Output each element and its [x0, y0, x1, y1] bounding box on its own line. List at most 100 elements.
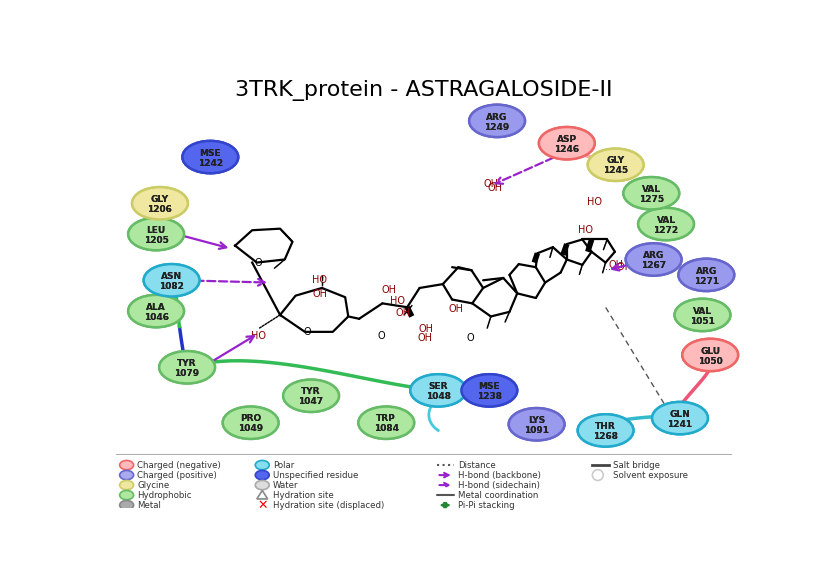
Ellipse shape: [509, 408, 565, 440]
Text: MSE: MSE: [479, 382, 500, 391]
Ellipse shape: [128, 218, 184, 250]
Text: VAL: VAL: [657, 216, 676, 225]
Text: THR: THR: [595, 422, 616, 431]
Ellipse shape: [256, 480, 270, 490]
Text: Hydrophobic: Hydrophobic: [137, 490, 192, 500]
Text: 1275: 1275: [638, 195, 664, 204]
Text: 1268: 1268: [593, 432, 618, 441]
Text: 1242: 1242: [198, 159, 223, 168]
Text: O: O: [377, 331, 385, 341]
Text: 1271: 1271: [694, 276, 719, 286]
Ellipse shape: [469, 104, 525, 137]
Ellipse shape: [410, 374, 466, 407]
Text: SER: SER: [428, 382, 448, 391]
Ellipse shape: [183, 141, 238, 173]
Text: 1079: 1079: [174, 369, 199, 378]
Ellipse shape: [132, 187, 188, 219]
Text: GLU: GLU: [700, 347, 720, 356]
Ellipse shape: [144, 264, 199, 296]
Text: VAL: VAL: [642, 185, 661, 194]
Ellipse shape: [682, 339, 739, 371]
Ellipse shape: [120, 460, 134, 470]
Ellipse shape: [159, 351, 215, 384]
Text: OH: OH: [418, 324, 433, 334]
Text: ARG: ARG: [486, 112, 508, 122]
Ellipse shape: [120, 490, 134, 500]
Text: 1249: 1249: [485, 123, 509, 131]
Ellipse shape: [283, 380, 339, 412]
Text: 1079: 1079: [174, 369, 199, 378]
Text: GLU: GLU: [700, 347, 720, 356]
Ellipse shape: [638, 208, 694, 240]
Text: 1046: 1046: [144, 313, 169, 321]
Text: H-bond (backbone): H-bond (backbone): [458, 471, 541, 480]
Ellipse shape: [120, 501, 134, 510]
Text: 1091: 1091: [524, 426, 549, 435]
Ellipse shape: [128, 218, 184, 250]
Ellipse shape: [283, 380, 339, 412]
Ellipse shape: [682, 339, 739, 371]
Text: ✕: ✕: [257, 498, 267, 512]
Text: OH: OH: [418, 333, 433, 343]
Text: MSE: MSE: [479, 382, 500, 391]
Ellipse shape: [410, 374, 466, 407]
Ellipse shape: [678, 259, 734, 291]
Text: GLN: GLN: [670, 410, 691, 419]
Text: 1082: 1082: [159, 282, 184, 291]
Text: Metal: Metal: [137, 501, 161, 509]
Text: MSE: MSE: [199, 148, 221, 158]
Text: 1050: 1050: [698, 357, 723, 365]
Text: VAL: VAL: [642, 185, 661, 194]
Text: VAL: VAL: [657, 216, 676, 225]
Text: 1047: 1047: [299, 397, 323, 407]
Text: O: O: [304, 327, 311, 337]
Text: Water: Water: [273, 481, 299, 489]
Text: TYR: TYR: [177, 359, 197, 368]
Text: 1205: 1205: [144, 236, 169, 245]
Text: H-bond (sidechain): H-bond (sidechain): [458, 481, 540, 489]
Text: ARG: ARG: [696, 267, 717, 276]
Text: 1082: 1082: [159, 282, 184, 291]
Text: ALA: ALA: [146, 303, 166, 312]
Text: 1051: 1051: [690, 316, 715, 325]
Text: ASN: ASN: [161, 272, 182, 281]
Text: THR: THR: [595, 422, 616, 431]
Ellipse shape: [626, 243, 681, 276]
Text: 1047: 1047: [299, 397, 323, 407]
Ellipse shape: [624, 177, 679, 210]
Text: 1048: 1048: [426, 392, 451, 401]
Text: 1241: 1241: [667, 420, 692, 429]
Text: 1238: 1238: [477, 392, 502, 401]
Text: 1091: 1091: [524, 426, 549, 435]
Ellipse shape: [509, 408, 565, 440]
Text: ARG: ARG: [696, 267, 717, 276]
Ellipse shape: [469, 104, 525, 137]
Ellipse shape: [578, 414, 633, 447]
Ellipse shape: [588, 148, 643, 181]
Text: ASP: ASP: [557, 135, 577, 144]
Ellipse shape: [675, 299, 730, 331]
Text: ARG: ARG: [643, 251, 664, 260]
Ellipse shape: [578, 414, 633, 447]
Text: 1267: 1267: [641, 261, 667, 270]
Text: ARG: ARG: [486, 112, 508, 122]
Text: HO: HO: [390, 296, 405, 306]
Text: 1275: 1275: [638, 195, 664, 204]
Ellipse shape: [588, 148, 643, 181]
Ellipse shape: [183, 141, 238, 173]
Ellipse shape: [638, 208, 694, 240]
Text: GLY: GLY: [151, 195, 169, 204]
Text: Solvent exposure: Solvent exposure: [614, 471, 688, 480]
Text: VAL: VAL: [693, 307, 712, 316]
Text: OH: OH: [487, 183, 502, 193]
Text: Charged (negative): Charged (negative): [137, 461, 222, 469]
Text: TRP: TRP: [376, 415, 396, 423]
Text: Metal coordination: Metal coordination: [458, 490, 538, 500]
Text: TYR: TYR: [301, 387, 321, 396]
Ellipse shape: [128, 295, 184, 327]
Text: OH: OH: [381, 286, 396, 295]
Text: GLY: GLY: [606, 156, 624, 166]
Text: OH: OH: [448, 304, 463, 313]
Ellipse shape: [256, 471, 270, 480]
Ellipse shape: [675, 299, 730, 331]
